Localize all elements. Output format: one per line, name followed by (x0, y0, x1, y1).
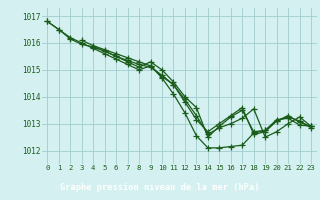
Text: Graphe pression niveau de la mer (hPa): Graphe pression niveau de la mer (hPa) (60, 182, 260, 192)
